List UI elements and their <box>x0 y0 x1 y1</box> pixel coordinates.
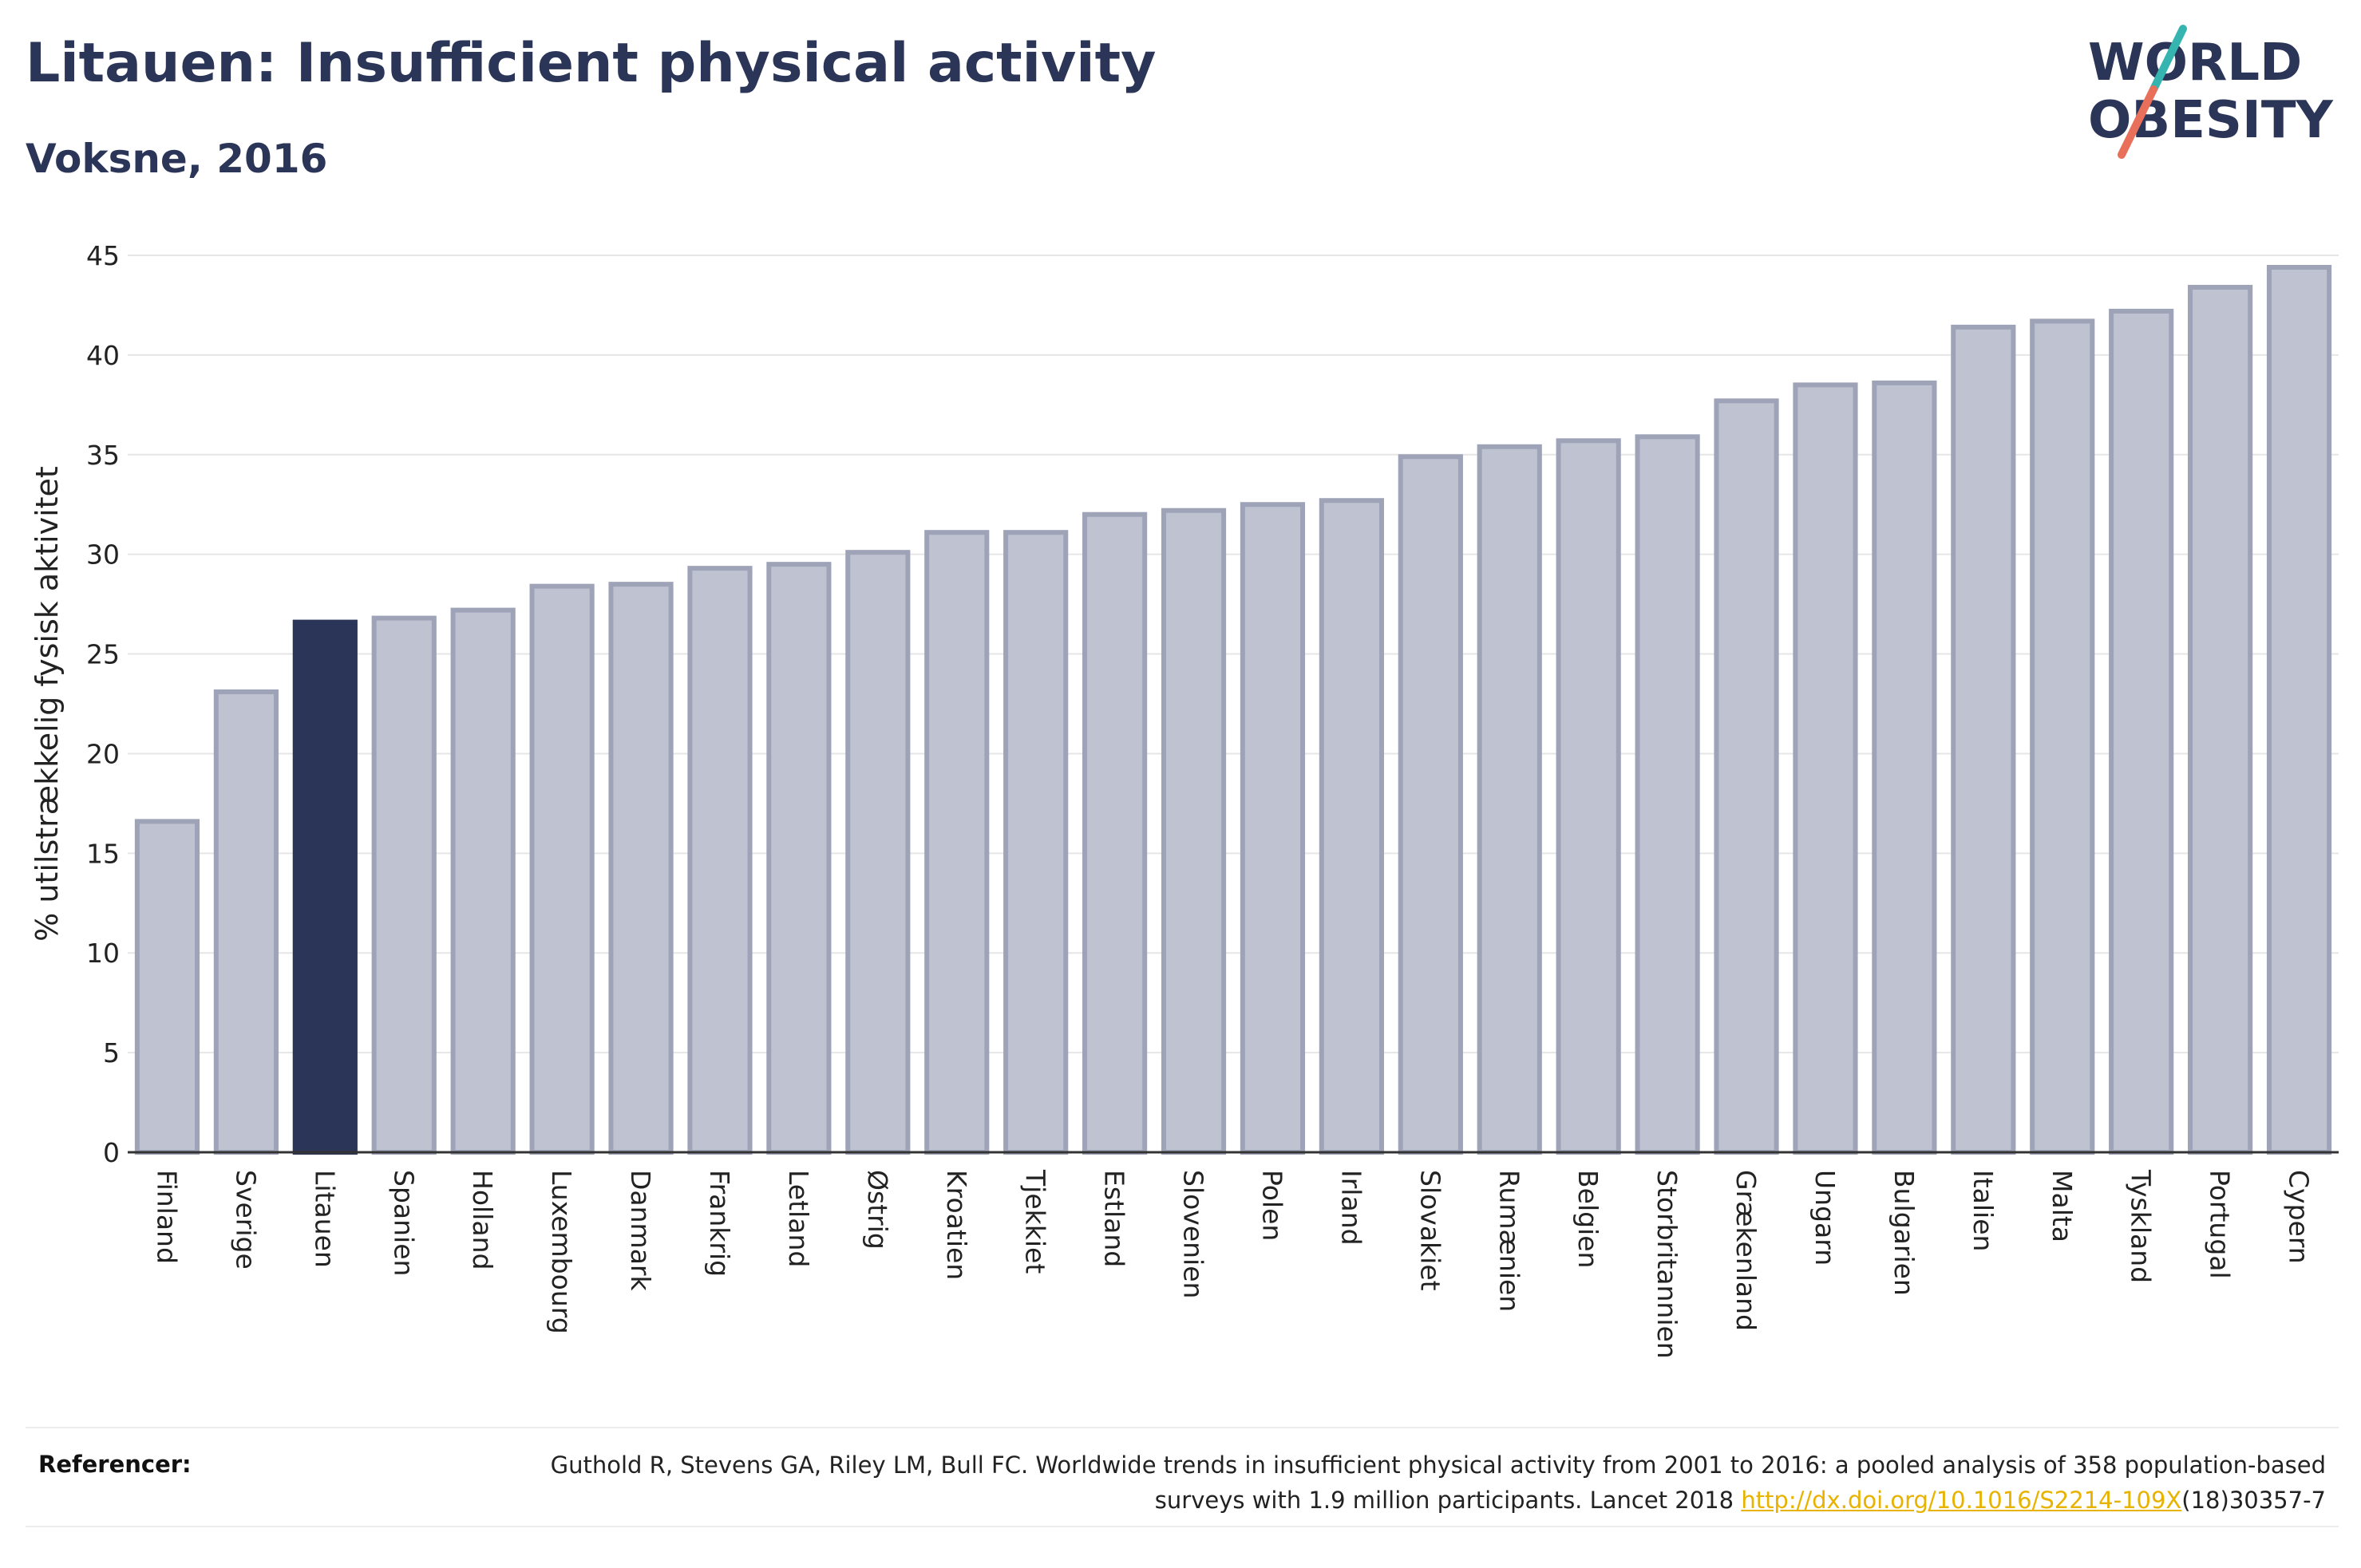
y-tick-label: 20 <box>86 738 120 769</box>
x-tick-label: Bulgarien <box>1888 1170 1920 1296</box>
x-tick-label: Polen <box>1256 1170 1287 1241</box>
reference-doi-link[interactable]: http://dx.doi.org/10.1016/S2214-109X <box>1741 1487 2182 1514</box>
x-tick-label: Tjekkiet <box>1020 1169 1051 1274</box>
x-tick-label: Slovenien <box>1178 1170 1209 1298</box>
x-tick-label: Cypern <box>2284 1170 2315 1264</box>
x-tick-label: Kroatien <box>941 1170 972 1280</box>
bar-holland <box>450 607 516 1155</box>
bar-sverige <box>213 689 279 1155</box>
bar-luxembourg <box>529 583 595 1155</box>
y-tick-label: 10 <box>86 938 120 969</box>
y-tick-label: 45 <box>86 240 120 271</box>
bar-cypern <box>2266 264 2332 1155</box>
x-tick-label: Tyskland <box>2126 1169 2157 1283</box>
y-tick-label: 35 <box>86 440 120 471</box>
y-tick-label: 40 <box>86 340 120 371</box>
x-tick-label: Italien <box>1968 1170 1999 1251</box>
x-tick-label: Luxembourg <box>546 1170 577 1334</box>
bar-polen <box>1240 502 1306 1155</box>
bar-litauen <box>292 619 358 1155</box>
y-tick-label: 30 <box>86 539 120 571</box>
x-tick-label: Danmark <box>625 1170 656 1291</box>
logo-word-world: WORLD <box>2088 34 2302 93</box>
y-tick-label: 0 <box>103 1137 120 1168</box>
x-tick-label: Belgien <box>1572 1170 1604 1268</box>
x-tick-label: Irland <box>1335 1170 1366 1246</box>
x-tick-label: Grækenland <box>1730 1170 1762 1331</box>
references-label: Referencer: <box>38 1451 192 1478</box>
bar-italien <box>1951 324 2016 1155</box>
bar-tyskland <box>2109 308 2174 1155</box>
bar-finland <box>134 819 200 1155</box>
x-tick-label: Rumænien <box>1493 1170 1525 1312</box>
bar-chart: 0 5 10 15 20 25 30 35 40 45 % utilstrækkelig fysis… <box>30 240 2339 1359</box>
x-tick-label: Spanien <box>388 1170 419 1276</box>
x-tick-label: Finland <box>151 1170 182 1264</box>
bar-kroatien <box>924 530 990 1155</box>
bar-irland <box>1319 498 1384 1155</box>
bar-østrig <box>845 550 911 1155</box>
reference-divider-top <box>26 1427 2339 1428</box>
bar-grækenland <box>1714 398 1779 1155</box>
logo-slash-top <box>2149 25 2187 93</box>
x-tick-label: Estland <box>1099 1170 1130 1267</box>
bar-ungarn <box>1793 382 1858 1155</box>
x-tick-label: Malta <box>2047 1170 2078 1242</box>
bar-slovenien <box>1161 508 1227 1155</box>
logo-slash-bottom <box>2118 85 2157 159</box>
x-tick-label: Litauen <box>309 1170 340 1268</box>
bar-spanien <box>371 615 437 1155</box>
bar-frankrig <box>687 566 753 1155</box>
y-tick-label: 15 <box>86 838 120 869</box>
reference-divider-bottom <box>26 1526 2339 1527</box>
bar-slovakiet <box>1398 454 1463 1155</box>
bar-tjekkiet <box>1003 530 1069 1155</box>
bar-malta <box>2030 318 2095 1155</box>
bar-portugal <box>2188 284 2253 1155</box>
x-tick-label: Sverige <box>230 1170 261 1270</box>
x-tick-label: Storbritannien <box>1651 1170 1683 1359</box>
bar-danmark <box>608 582 674 1155</box>
x-tick-label: Holland <box>467 1170 498 1270</box>
page-subtitle: Voksne, 2016 <box>26 136 328 182</box>
bar-bulgarien <box>1872 380 1937 1155</box>
y-tick-label: 5 <box>103 1037 120 1068</box>
page-title: Litauen: Insufficient physical activity <box>26 32 1157 95</box>
y-axis-label: % utilstrækkelig fysisk aktivitet <box>30 466 65 942</box>
x-tick-label: Slovakiet <box>1414 1170 1445 1291</box>
x-tick-label: Portugal <box>2205 1170 2236 1279</box>
bar-storbritannien <box>1635 434 1700 1155</box>
x-tick-label: Frankrig <box>704 1170 735 1277</box>
bar-letland <box>766 562 832 1155</box>
world-obesity-logo: WORLD OBESITY <box>2088 25 2333 159</box>
bar-belgien <box>1556 438 1621 1155</box>
x-tick-label: Østrig <box>862 1170 893 1250</box>
y-tick-label: 25 <box>86 639 120 670</box>
x-tick-label: Letland <box>783 1170 814 1267</box>
reference-citation: Guthold R, Stevens GA, Riley LM, Bull FC… <box>550 1451 2326 1514</box>
reference-citation-suffix: (18)30357-7 <box>2181 1487 2326 1514</box>
bar-rumænien <box>1477 444 1542 1155</box>
references-text: Guthold R, Stevens GA, Riley LM, Bull FC… <box>490 1448 2326 1518</box>
x-tick-label: Ungarn <box>1809 1170 1841 1266</box>
bar-estland <box>1082 511 1148 1155</box>
